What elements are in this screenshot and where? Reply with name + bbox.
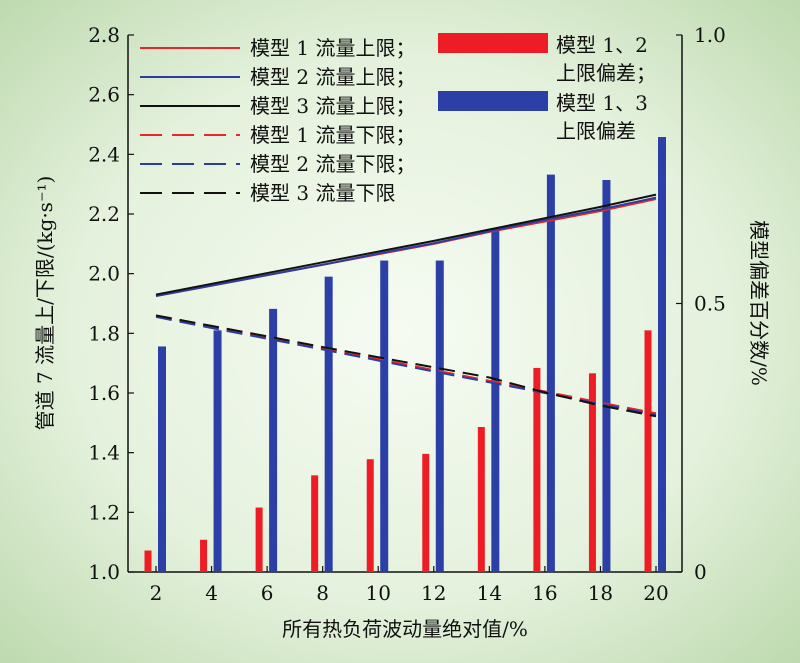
x-tick-label: 16	[532, 581, 557, 605]
x-tick-label: 10	[365, 581, 390, 605]
line-legend-label: 模型 1 流量上限；	[250, 36, 415, 60]
right-y-tick-label: 1.0	[694, 23, 726, 47]
bar-1-2	[144, 550, 152, 572]
bar-2-18	[602, 179, 611, 573]
line-legend-label: 模型 2 流量下限；	[250, 152, 415, 176]
right-y-tick-group: 0 0.5 1.0	[676, 23, 726, 584]
x-tick-label: 2	[150, 581, 163, 605]
left-y-tick-group: 1.0 1.2 1.4 1.6 1.8 2.0 2.2 2.4 2.6 2.8	[88, 23, 134, 584]
line-legend-label: 模型 3 流量下限	[250, 181, 395, 205]
bar-2-12	[435, 260, 444, 572]
bar-series-group	[144, 137, 666, 573]
bar-2-20	[658, 137, 666, 572]
bar-2-14	[491, 228, 500, 572]
left-y-tick-label: 2.2	[88, 202, 120, 226]
line-series-6	[155, 314, 657, 418]
line-legend-label: 模型 3 流量上限；	[250, 94, 415, 118]
bar-2-2	[158, 346, 166, 572]
bar-1-6	[255, 507, 263, 572]
bar-1-14	[477, 427, 485, 572]
x-axis-label: 所有热负荷波动量绝对值/%	[282, 617, 528, 641]
line-legend-items: 模型 1 流量上限； 模型 2 流量上限； 模型 3 流量上限； 模型 1 流量下限；…	[140, 36, 415, 205]
left-y-tick-label: 1.8	[88, 321, 120, 345]
bar-2-4	[213, 330, 222, 572]
left-y-tick-label: 2.0	[88, 262, 120, 286]
bar-2-10	[380, 260, 389, 572]
x-tick-label: 12	[421, 581, 446, 605]
bar-1-8	[311, 475, 319, 572]
left-y-tick-label: 1.6	[88, 381, 120, 405]
bar-legend-label-2b: 上限偏差	[556, 119, 636, 143]
bar-legend-label-1b: 上限偏差；	[556, 61, 656, 85]
left-y-tick-label: 2.8	[88, 23, 120, 47]
bar-1-4	[200, 539, 208, 572]
bar-1-16	[533, 367, 541, 572]
x-axis: 2 4 6 8 10 12 14 16 18 20 所有热负荷波动量绝对值/%	[128, 566, 682, 641]
x-tick-label: 8	[316, 581, 329, 605]
left-y-tick-label: 1.2	[88, 500, 120, 524]
x-tick-label: 4	[205, 581, 218, 605]
bar-1-12	[422, 453, 430, 572]
bar-1-18	[588, 373, 596, 572]
line-legend-label: 模型 1 流量下限；	[250, 123, 415, 147]
bar-legend-swatch-2	[438, 91, 548, 111]
line-series-2	[155, 196, 657, 298]
bar-legend-label-1a: 模型 1、2	[556, 33, 648, 57]
bar-1-10	[366, 459, 374, 572]
line-series-group	[155, 193, 657, 418]
bar-legend: 模型 1、2 上限偏差； 模型 1、3 上限偏差	[438, 33, 656, 143]
bar-legend-label-2a: 模型 1、3	[556, 91, 648, 115]
x-tick-group: 2 4 6 8 10 12 14 16 18 20	[150, 566, 669, 605]
left-y-tick-label: 1.4	[88, 441, 120, 465]
line-series-5	[155, 315, 657, 416]
line-legend: 模型 1 流量上限； 模型 2 流量上限； 模型 3 流量上限； 模型 1 流量下限；…	[140, 36, 415, 205]
right-y-tick-label: 0	[694, 560, 707, 584]
line-legend-label: 模型 2 流量上限；	[250, 65, 415, 89]
left-y-tick-label: 2.6	[88, 83, 120, 107]
bar-2-16	[546, 174, 555, 572]
bar-2-8	[324, 276, 333, 572]
right-y-tick-label: 0.5	[694, 292, 726, 316]
left-y-tick-label: 2.4	[88, 142, 120, 166]
left-y-axis: 1.0 1.2 1.4 1.6 1.8 2.0 2.2 2.4 2.6 2.8 管道 7 流量上/…	[33, 23, 134, 584]
bar-1-20	[644, 330, 652, 572]
right-y-axis: 0 0.5 1.0 模型偏差百分数/%	[676, 23, 771, 584]
line-series-3	[155, 193, 657, 296]
x-tick-label: 20	[643, 581, 668, 605]
left-y-tick-label: 1.0	[88, 560, 120, 584]
x-tick-label: 18	[588, 581, 613, 605]
x-tick-label: 14	[477, 581, 502, 605]
right-y-axis-label: 模型偏差百分数/%	[747, 220, 771, 386]
x-tick-label: 6	[261, 581, 274, 605]
left-y-axis-label: 管道 7 流量上/下限/(kg·s⁻¹)	[33, 176, 57, 431]
bar-2-6	[269, 308, 278, 572]
bar-legend-swatch-1	[438, 33, 548, 53]
